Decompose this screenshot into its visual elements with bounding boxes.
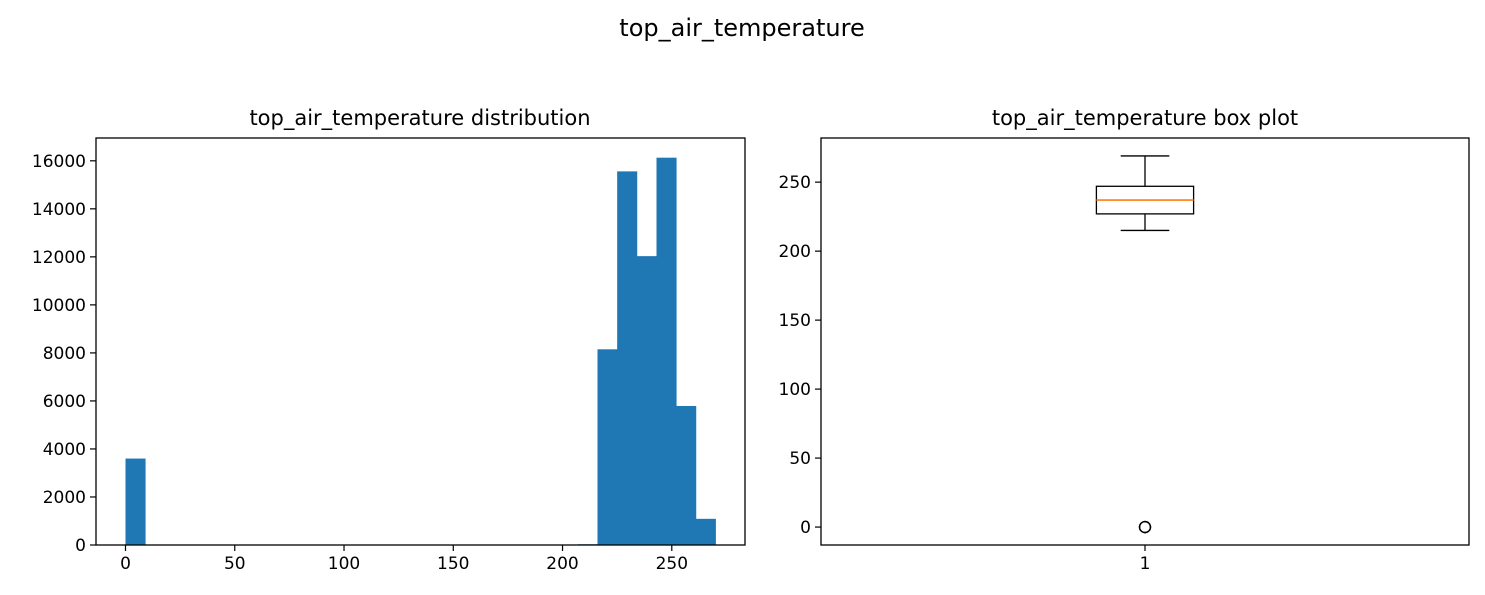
boxplot-y-tick-label: 250 [779, 173, 811, 193]
histogram-y-tick-label: 8000 [43, 344, 86, 364]
boxplot-y-axis: 0 50 100 150 200 250 [779, 173, 821, 538]
boxplot-outlier [1138, 520, 1152, 534]
boxplot-y-tick-label: 100 [779, 380, 811, 400]
histogram-bars [125, 157, 716, 545]
histogram-y-tick-label: 10000 [32, 296, 86, 316]
histogram-bar [597, 349, 618, 545]
histogram-y-tick-label: 6000 [43, 392, 86, 412]
boxplot-panel: top_air_temperature box plot 1 0 50 100 150… [779, 106, 1470, 574]
boxplot-y-tick-label: 200 [779, 242, 811, 262]
histogram-x-tick-label: 100 [328, 554, 360, 574]
histogram-y-tick-label: 16000 [32, 152, 86, 172]
boxplot-y-tick-label: 150 [779, 311, 811, 331]
histogram-y-axis: 0 2000 4000 6000 8000 10000 12000 14000 16000 [32, 152, 96, 556]
histogram-x-tick-label: 0 [120, 554, 131, 574]
histogram-title: top_air_temperature distribution [249, 106, 590, 131]
histogram-y-tick-label: 12000 [32, 248, 86, 268]
histogram-x-tick-label: 150 [437, 554, 469, 574]
histogram-x-tick-label: 50 [224, 554, 246, 574]
boxplot-marks [1095, 155, 1195, 534]
histogram-y-tick-label: 0 [75, 536, 86, 556]
boxplot-title: top_air_temperature box plot [992, 106, 1298, 131]
histogram-panel: top_air_temperature distribution 0 50 100 1… [32, 106, 746, 574]
histogram-y-tick-label: 4000 [43, 440, 86, 460]
histogram-x-tick-label: 200 [546, 554, 578, 574]
boxplot-y-tick-label: 50 [789, 449, 811, 469]
histogram-y-tick-label: 2000 [43, 488, 86, 508]
histogram-bar [676, 405, 697, 545]
boxplot-y-tick-label: 0 [800, 518, 811, 538]
histogram-bar [617, 171, 638, 545]
histogram-bar [656, 157, 677, 545]
histogram-bar [125, 458, 146, 545]
boxplot-x-tick-label: 1 [1140, 554, 1151, 574]
boxplot-x-axis: 1 [1140, 545, 1151, 574]
histogram-x-tick-label: 250 [656, 554, 688, 574]
boxplot-axes-frame [820, 137, 1470, 546]
figure-suptitle: top_air_temperature [619, 14, 864, 42]
histogram-bar [636, 256, 657, 545]
histogram-x-axis: 0 50 100 150 200 250 [120, 545, 688, 574]
histogram-y-tick-label: 14000 [32, 200, 86, 220]
histogram-bar [695, 518, 716, 545]
histogram-axes-frame [95, 137, 746, 546]
